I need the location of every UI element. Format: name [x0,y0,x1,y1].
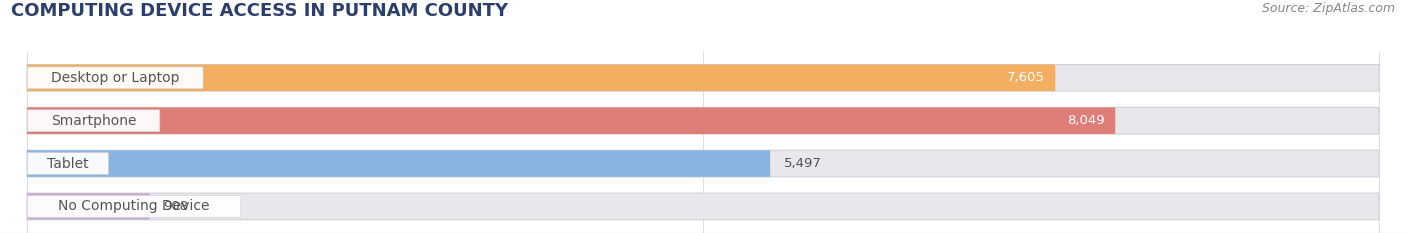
FancyBboxPatch shape [27,107,1115,134]
Text: Tablet: Tablet [46,157,89,171]
Text: Desktop or Laptop: Desktop or Laptop [51,71,180,85]
Text: Smartphone: Smartphone [51,114,136,128]
FancyBboxPatch shape [27,193,1379,220]
Text: 5,497: 5,497 [783,157,821,170]
FancyBboxPatch shape [27,67,202,89]
FancyBboxPatch shape [27,65,1054,91]
FancyBboxPatch shape [27,195,240,217]
Text: COMPUTING DEVICE ACCESS IN PUTNAM COUNTY: COMPUTING DEVICE ACCESS IN PUTNAM COUNTY [11,2,509,20]
FancyBboxPatch shape [27,150,770,177]
FancyBboxPatch shape [27,193,150,220]
Text: Source: ZipAtlas.com: Source: ZipAtlas.com [1261,2,1395,15]
Text: 908: 908 [163,200,188,213]
Text: 8,049: 8,049 [1067,114,1104,127]
FancyBboxPatch shape [27,150,1379,177]
Text: 7,605: 7,605 [1007,71,1045,84]
FancyBboxPatch shape [27,153,108,175]
FancyBboxPatch shape [27,110,160,132]
FancyBboxPatch shape [27,107,1379,134]
Text: No Computing Device: No Computing Device [59,199,209,213]
FancyBboxPatch shape [27,65,1379,91]
